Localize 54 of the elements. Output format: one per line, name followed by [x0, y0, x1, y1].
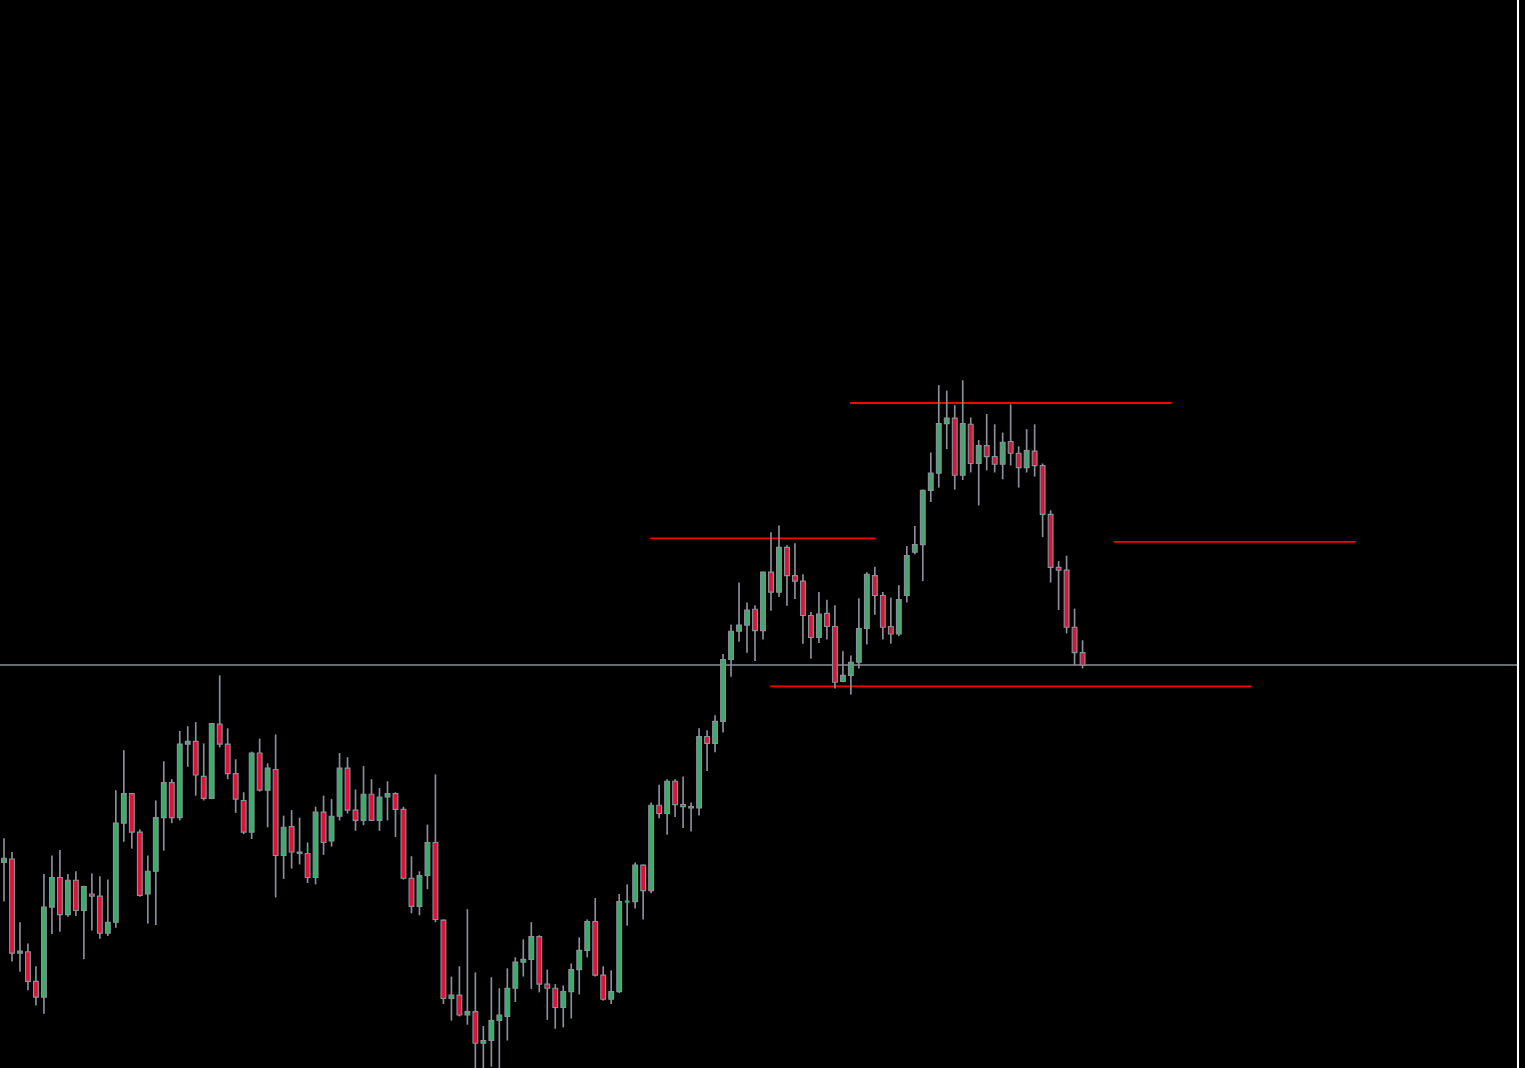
- candlestick: [999, 431, 1006, 481]
- candlestick: [815, 591, 822, 644]
- candlestick: [464, 908, 471, 1026]
- candlestick: [927, 451, 934, 503]
- candlestick: [200, 742, 207, 802]
- candlestick: [608, 969, 615, 1005]
- candlestick: [520, 938, 527, 978]
- candlestick: [17, 921, 23, 973]
- candlestick: [943, 389, 950, 450]
- candlestick: [688, 801, 695, 833]
- candlestick: [448, 975, 455, 1022]
- candlestick: [712, 714, 719, 754]
- candlestick: [983, 413, 990, 472]
- candlestick: [33, 965, 39, 1007]
- candlestick: [911, 525, 918, 556]
- candlestick: [744, 601, 750, 654]
- candlestick: [144, 854, 151, 925]
- candlestick: [1007, 403, 1014, 467]
- candlestick: [576, 936, 583, 996]
- candlestick: [736, 581, 742, 643]
- candlestick: [792, 542, 798, 600]
- candlestick: [991, 423, 998, 474]
- candlestick: [216, 674, 223, 749]
- candlestick: [975, 439, 982, 507]
- candlestick: [544, 968, 551, 1021]
- candlestick: [752, 604, 758, 662]
- candlestick: [672, 778, 679, 818]
- candlestick: [456, 965, 463, 1018]
- candlestick: [887, 596, 894, 645]
- candlestick: [480, 1025, 487, 1068]
- candlestick: [552, 983, 559, 1030]
- candlestick: [488, 976, 495, 1068]
- candlestick: [704, 729, 711, 772]
- candlestick: [568, 962, 575, 1020]
- candlestick: [871, 565, 878, 616]
- candlestick: [184, 725, 191, 768]
- candlestick: [528, 921, 535, 990]
- candlestick: [656, 783, 663, 820]
- candlestick: [496, 987, 503, 1068]
- candlestick: [88, 872, 95, 932]
- candlestick: [807, 611, 814, 660]
- candlestick: [296, 816, 303, 866]
- candlestick: [823, 598, 830, 641]
- candlestick: [1055, 560, 1062, 611]
- candlestick: [264, 762, 271, 829]
- candlestick: [104, 878, 111, 937]
- candlestick: [1015, 445, 1022, 489]
- candlestick: [1, 837, 7, 903]
- candlestick: [560, 984, 567, 1029]
- candlestick: [680, 775, 687, 829]
- candlestick: [768, 531, 774, 612]
- candlestick: [1023, 428, 1030, 474]
- candlestick: [623, 883, 631, 927]
- candlestick: [1031, 423, 1038, 478]
